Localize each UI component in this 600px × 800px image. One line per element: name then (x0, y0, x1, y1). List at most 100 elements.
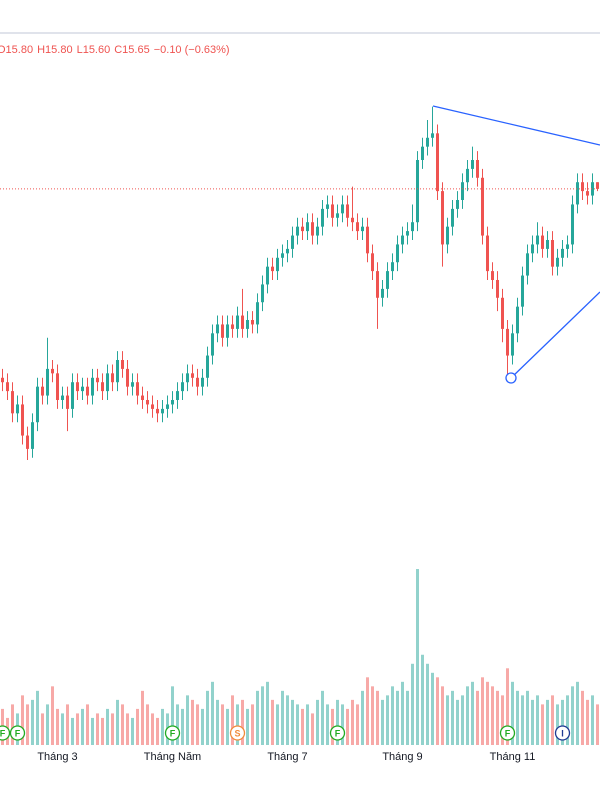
x-tick-label: Tháng Năm (144, 751, 201, 763)
candle-body (221, 324, 224, 338)
candle-body (36, 386, 39, 423)
candle-body (416, 160, 419, 223)
volume-bar (41, 713, 44, 745)
volume-bar (26, 704, 29, 745)
volume-bar (591, 695, 594, 745)
candle-body (271, 266, 274, 272)
volume-bar (246, 708, 249, 745)
candle-body (581, 182, 584, 192)
candle-body (81, 386, 84, 392)
volume-bar (401, 681, 404, 745)
event-marker[interactable] (329, 725, 346, 741)
volume-bar (491, 686, 494, 745)
candle-body (216, 324, 219, 334)
trend-line[interactable] (510, 291, 600, 379)
candle-body (516, 306, 519, 334)
candle-body (21, 404, 24, 436)
candle-body (331, 204, 334, 218)
candle-body (306, 222, 309, 232)
ohlc-legend: O15.80 H15.80 L15.60 C15.65 −0.10 (−0.63%) (0, 44, 230, 56)
volume-bar (141, 690, 144, 745)
event-marker[interactable] (554, 725, 571, 741)
volume-bar (496, 690, 499, 745)
candle-body (301, 226, 304, 232)
candle-body (136, 382, 139, 396)
candle-body (376, 271, 379, 298)
event-label: F (15, 728, 21, 738)
candle-body (86, 386, 89, 396)
candle-body (51, 368, 54, 374)
volume-bar (376, 690, 379, 745)
volume-bar (431, 672, 434, 745)
event-marker[interactable] (164, 725, 181, 741)
candle-body (491, 271, 494, 280)
volume-bar (226, 708, 229, 745)
candle-body (511, 333, 514, 356)
volume-bar (66, 704, 69, 745)
candle-body (296, 226, 299, 236)
volume-bar (456, 699, 459, 745)
candle-body (126, 368, 129, 387)
volume-bar (416, 569, 419, 745)
trend-line[interactable] (432, 105, 600, 146)
event-marker[interactable] (499, 725, 516, 741)
volume-bar (581, 690, 584, 745)
volume-bar (471, 681, 474, 745)
volume-bar (76, 713, 79, 745)
candle-body (556, 257, 559, 267)
candle-body (321, 208, 324, 227)
candle-body (476, 160, 479, 178)
volume-bar (301, 708, 304, 745)
volume-bar (181, 708, 184, 745)
volume-bar (216, 699, 219, 745)
candle-body (46, 368, 49, 396)
candle-body (371, 253, 374, 272)
volume-bar (251, 704, 254, 745)
volume-bar (551, 695, 554, 745)
candle-body (596, 182, 599, 189)
volume-bar (426, 663, 429, 745)
volume-bar (296, 704, 299, 745)
volume-bar (501, 695, 504, 745)
volume-bar (256, 690, 259, 745)
candle-body (61, 395, 64, 400)
candle-body (451, 208, 454, 227)
drawing-handle[interactable] (505, 372, 517, 384)
candle-body (291, 235, 294, 249)
candle-body (526, 253, 529, 276)
candle-body (521, 275, 524, 307)
event-label: F (335, 728, 341, 738)
volume-bar (131, 717, 134, 745)
candle-body (196, 377, 199, 387)
candle-body (591, 182, 594, 196)
candle-body (206, 355, 209, 378)
event-marker[interactable] (9, 725, 26, 741)
volume-bar (566, 695, 569, 745)
volume-bar (361, 690, 364, 745)
candle-body (351, 217, 354, 223)
candle-body (26, 435, 29, 449)
candle-body (361, 226, 364, 232)
candle-body (401, 235, 404, 245)
event-marker[interactable] (229, 725, 246, 741)
volume-bar (526, 690, 529, 745)
candle-body (31, 422, 34, 449)
volume-bar (536, 695, 539, 745)
volume-bar (196, 704, 199, 745)
volume-bar (466, 686, 469, 745)
candle-body (171, 400, 174, 405)
candle-body (181, 382, 184, 392)
volume-bar (586, 699, 589, 745)
volume-bar (341, 704, 344, 745)
legend-item: O15.80 (0, 44, 33, 56)
x-tick-label: Tháng 11 (490, 751, 536, 763)
volume-bar (366, 677, 369, 745)
event-marker[interactable] (0, 725, 11, 741)
volume-bar (236, 704, 239, 745)
volume-bar (111, 713, 114, 745)
volume-bar (411, 663, 414, 745)
volume-bar (36, 690, 39, 745)
volume-pane (1, 569, 599, 745)
